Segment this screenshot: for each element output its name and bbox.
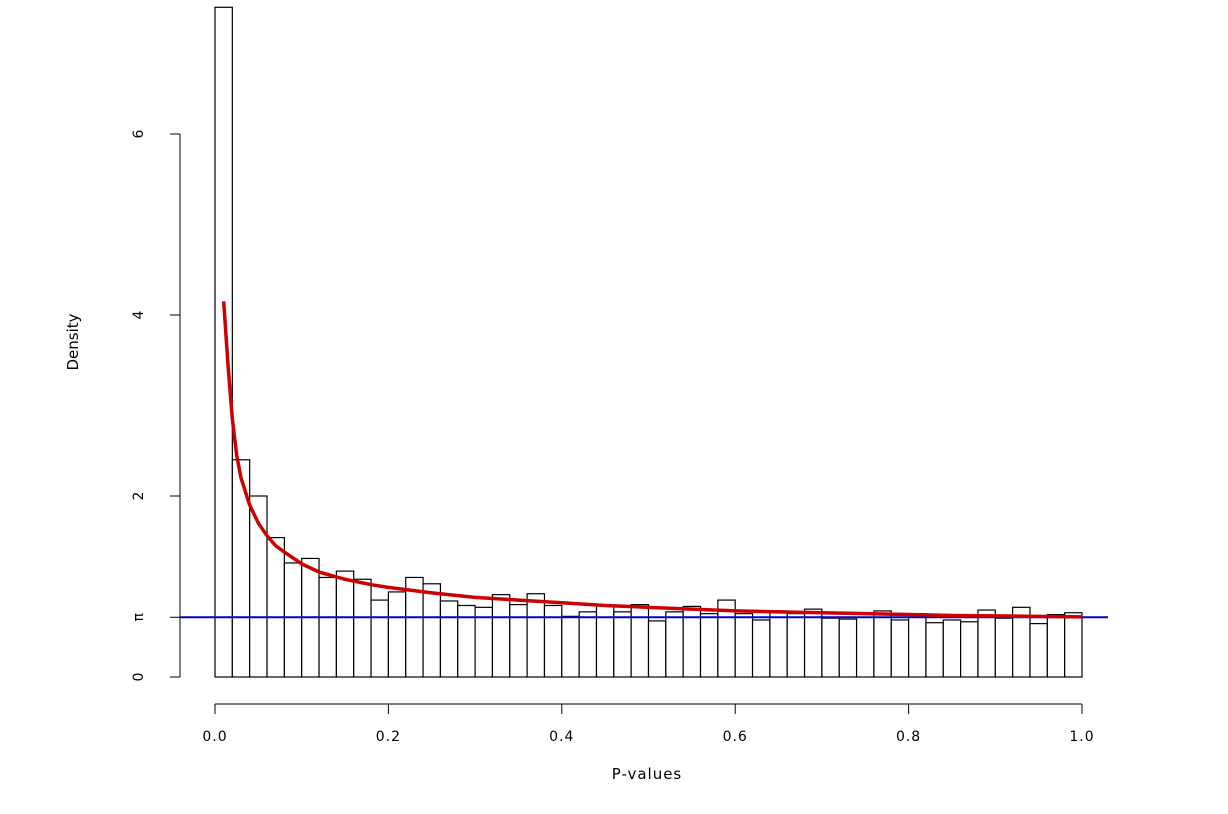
histogram-bar	[509, 603, 528, 678]
histogram-bar	[439, 600, 459, 678]
y-tick-label: π	[131, 612, 147, 621]
x-tick-label: 0.2	[376, 729, 401, 745]
histogram-bar	[214, 6, 233, 678]
histogram-bar	[318, 576, 337, 678]
x-axis: 0.0 0.2 0.4 0.6 0.8 1.0	[202, 703, 1094, 745]
x-axis-title: P-values	[612, 765, 683, 783]
x-tick-label: 1.0	[1069, 729, 1094, 745]
histogram-bar	[1064, 612, 1083, 678]
histogram-bar	[647, 620, 667, 678]
histogram-bar	[977, 609, 996, 678]
histogram-bar	[803, 608, 823, 678]
fitted-density-curve	[221, 301, 1083, 619]
histogram-bar	[873, 610, 892, 678]
histogram-bar	[422, 583, 442, 678]
histogram-bar	[786, 613, 806, 678]
histogram-bar	[699, 613, 719, 678]
histogram-bar	[751, 619, 771, 678]
y-tick-label: 0	[131, 673, 147, 682]
histogram-bar	[578, 611, 598, 678]
histogram-bar	[838, 618, 858, 678]
histogram-bar	[283, 562, 303, 678]
histogram-bar	[561, 615, 580, 678]
histogram-bar	[266, 537, 285, 678]
x-tick-label: 0.4	[549, 729, 574, 745]
histogram-bar	[925, 622, 944, 678]
histogram-bar	[630, 603, 650, 678]
histogram-bar	[855, 616, 875, 678]
histogram-bar	[769, 610, 788, 678]
histogram-bar	[907, 613, 927, 678]
histogram-bar	[942, 619, 962, 678]
histogram-bar	[665, 611, 684, 678]
y-axis-title: Density	[64, 313, 82, 370]
x-tick-label: 0.0	[202, 729, 227, 745]
y-axis: 0 π 2 4 6	[131, 129, 181, 682]
x-tick-label: 0.8	[896, 729, 921, 745]
y-tick-label: 2	[131, 492, 147, 501]
histogram-bar	[821, 617, 840, 678]
histogram-bar	[1046, 613, 1066, 678]
histogram-bar	[491, 594, 511, 678]
histogram-bar	[734, 613, 754, 678]
x-tick-label: 0.6	[723, 729, 748, 745]
histogram-bar	[335, 570, 355, 678]
histogram-bar	[353, 578, 372, 678]
histogram-bar	[994, 617, 1014, 678]
y-tick-label: 4	[131, 310, 147, 319]
histogram-bar	[960, 621, 979, 678]
histogram-bar	[387, 591, 407, 678]
histogram-bar	[890, 619, 910, 678]
histogram-bar	[370, 599, 389, 678]
histogram-bar	[457, 604, 476, 678]
histogram-bar	[595, 604, 615, 678]
histogram-bar	[1029, 623, 1048, 678]
histogram-bar	[526, 593, 546, 678]
y-tick-label: 6	[131, 129, 147, 138]
histogram-bar	[613, 611, 632, 678]
histogram-bar	[543, 604, 563, 678]
histogram-bars	[214, 6, 1083, 678]
